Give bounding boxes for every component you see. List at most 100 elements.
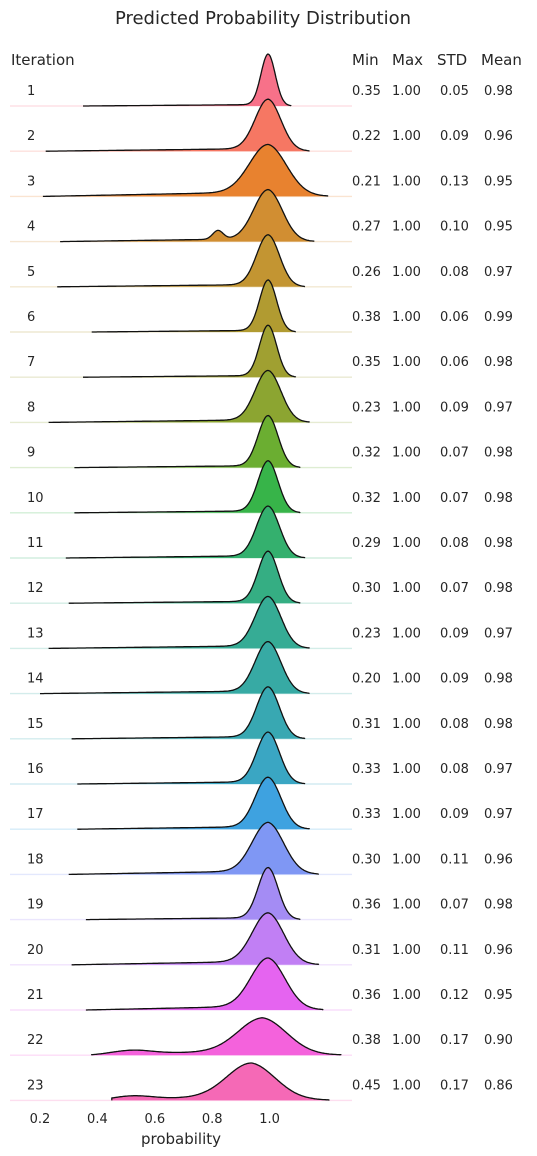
- ridge-row: 6 0.38 1.00 0.06 0.99: [10, 279, 513, 333]
- ridge-row: 5 0.26 1.00 0.08 0.97: [10, 234, 513, 288]
- stat-std-value: 0.07: [440, 898, 469, 913]
- density-line: [65, 505, 306, 559]
- stat-max-value: 1.00: [392, 265, 421, 280]
- stat-mean-value: 0.95: [484, 220, 513, 235]
- x-axis: 0.2 0.4 0.6 0.8 1.0: [30, 1112, 280, 1127]
- iteration-label: 23: [27, 1078, 44, 1093]
- stat-mean-value: 0.99: [484, 310, 513, 325]
- density-line: [42, 143, 329, 198]
- stat-min-value: 0.35: [352, 355, 381, 370]
- density-area: [77, 732, 305, 784]
- ridge-row: 17 0.33 1.00 0.09 0.97: [10, 776, 513, 830]
- stat-min-value: 0.33: [352, 807, 381, 822]
- density-line: [74, 414, 301, 469]
- density-line: [91, 1017, 342, 1056]
- stat-min-value: 0.30: [352, 581, 381, 596]
- std-header: STD: [437, 51, 467, 69]
- iteration-label: 12: [27, 581, 44, 596]
- iteration-label: 21: [27, 988, 44, 1003]
- stat-mean-value: 0.97: [484, 762, 513, 777]
- iteration-label: 20: [27, 943, 44, 958]
- ridge-row: 16 0.33 1.00 0.08 0.97: [10, 731, 513, 785]
- stat-max-value: 1.00: [392, 84, 421, 99]
- density-area: [111, 1063, 330, 1101]
- iteration-label: 16: [27, 762, 44, 777]
- density-area: [42, 144, 328, 197]
- ridge-row: 23 0.45 1.00 0.17 0.86: [10, 1062, 513, 1102]
- iteration-label: 19: [27, 898, 44, 913]
- stat-min-value: 0.38: [352, 1033, 381, 1048]
- ridge-row: 11 0.29 1.00 0.08 0.98: [10, 505, 513, 559]
- density-area: [85, 958, 324, 1010]
- iteration-header: Iteration: [11, 51, 75, 69]
- stat-min-value: 0.32: [352, 491, 381, 506]
- x-tick-label: 0.4: [87, 1112, 108, 1127]
- density-line: [48, 369, 311, 424]
- density-line: [40, 640, 310, 695]
- stat-std-value: 0.07: [440, 491, 469, 506]
- iteration-label: 2: [27, 129, 35, 144]
- density-area: [68, 822, 319, 875]
- density-line: [68, 550, 301, 604]
- stat-std-value: 0.12: [440, 988, 469, 1003]
- ridge-row: 3 0.21 1.00 0.13 0.95: [10, 143, 513, 198]
- stat-mean-value: 0.98: [484, 355, 513, 370]
- density-line: [111, 1062, 330, 1101]
- ridge-row: 14 0.20 1.00 0.09 0.98: [10, 640, 513, 695]
- stat-max-value: 1.00: [392, 943, 421, 958]
- iteration-label: 18: [27, 852, 44, 867]
- density-area: [74, 415, 301, 468]
- stat-mean-value: 0.95: [484, 988, 513, 1003]
- iteration-label: 11: [27, 536, 44, 551]
- density-area: [83, 325, 296, 378]
- iteration-label: 8: [27, 400, 35, 415]
- x-tick-label: 0.6: [144, 1112, 165, 1127]
- stat-std-value: 0.09: [440, 626, 469, 641]
- iteration-label: 5: [27, 265, 35, 280]
- density-area: [74, 460, 301, 513]
- stat-mean-value: 0.97: [484, 265, 513, 280]
- iteration-label: 4: [27, 220, 35, 235]
- stat-std-value: 0.08: [440, 717, 469, 732]
- stat-min-value: 0.29: [352, 536, 381, 551]
- stat-min-value: 0.36: [352, 898, 381, 913]
- stat-mean-value: 0.90: [484, 1033, 513, 1048]
- density-area: [48, 596, 310, 649]
- ridge-row: 15 0.31 1.00 0.08 0.98: [10, 686, 513, 740]
- x-tick-label: 0.2: [30, 1112, 51, 1127]
- stat-std-value: 0.10: [440, 220, 469, 235]
- stat-max-value: 1.00: [392, 400, 421, 415]
- stat-max-value: 1.00: [392, 762, 421, 777]
- ridges-group: 1 0.35 1.00 0.05 0.98 2 0.22 1.00 0.09 0.96 3 0.21 1…: [10, 53, 513, 1102]
- stat-mean-value: 0.95: [484, 174, 513, 189]
- stat-std-value: 0.17: [440, 1033, 469, 1048]
- density-area: [91, 1017, 341, 1056]
- ridge-row: 9 0.32 1.00 0.07 0.98: [10, 414, 513, 469]
- stat-min-value: 0.30: [352, 852, 381, 867]
- density-area: [85, 867, 301, 920]
- density-area: [77, 777, 310, 830]
- density-area: [68, 551, 301, 604]
- ridge-row: 21 0.36 1.00 0.12 0.95: [10, 957, 513, 1011]
- stat-max-value: 1.00: [392, 807, 421, 822]
- iteration-label: 3: [27, 174, 35, 189]
- ridge-row: 19 0.36 1.00 0.07 0.98: [10, 866, 513, 921]
- stat-std-value: 0.06: [440, 355, 469, 370]
- stat-mean-value: 0.98: [484, 581, 513, 596]
- stat-std-value: 0.09: [440, 129, 469, 144]
- stat-std-value: 0.07: [440, 581, 469, 596]
- density-area: [60, 189, 315, 242]
- stat-std-value: 0.09: [440, 672, 469, 687]
- chart-title: Predicted Probability Distribution: [115, 8, 411, 29]
- stat-max-value: 1.00: [392, 355, 421, 370]
- density-line: [77, 776, 311, 830]
- x-axis-label: probability: [141, 1130, 221, 1148]
- ridge-row: 10 0.32 1.00 0.07 0.98: [10, 460, 513, 514]
- stat-mean-value: 0.98: [484, 491, 513, 506]
- stat-std-value: 0.13: [440, 174, 469, 189]
- ridge-row: 12 0.30 1.00 0.07 0.98: [10, 550, 513, 604]
- density-line: [48, 595, 311, 650]
- iteration-label: 10: [27, 491, 44, 506]
- stat-max-value: 1.00: [392, 898, 421, 913]
